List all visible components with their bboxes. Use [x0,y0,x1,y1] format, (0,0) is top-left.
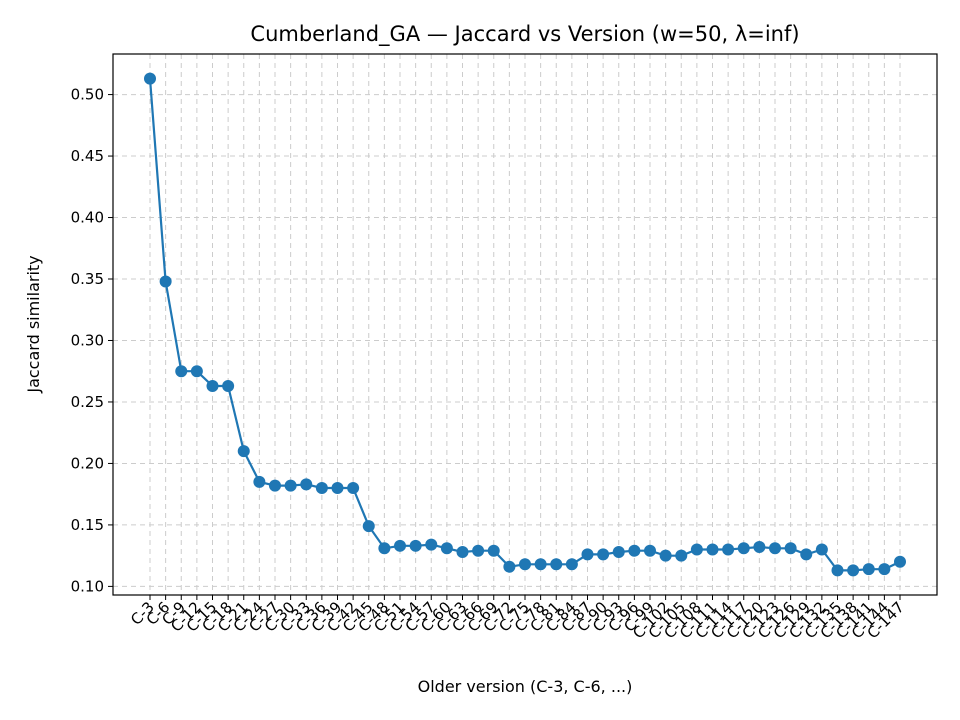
data-point [519,558,531,571]
data-point [534,558,547,571]
y-tick-label: 0.30 [71,331,104,349]
y-tick-label: 0.15 [71,516,104,534]
y-axis-label: Jaccard similarity [24,255,43,393]
data-point [706,543,719,556]
data-point [237,445,250,458]
data-point [425,538,438,551]
series [144,72,906,577]
data-point [628,544,641,557]
y-tick-label: 0.40 [71,209,104,227]
y-tick-label: 0.20 [71,454,104,472]
data-point [378,542,391,555]
data-point [831,564,844,577]
data-point [581,548,594,561]
y-tick-label: 0.35 [71,270,104,288]
data-point [440,542,453,555]
data-point [409,539,422,552]
data-point [737,542,750,555]
data-point [362,520,375,533]
data-point [300,478,313,491]
data-point [159,275,172,288]
data-point [284,479,297,492]
x-axis-label: Older version (C-3, C-6, ...) [418,677,633,696]
data-point [753,541,766,554]
data-point [269,479,281,492]
data-point [565,558,578,571]
data-point [784,542,797,555]
data-point [862,563,875,576]
data-point [722,543,735,556]
data-point [659,549,672,562]
data-point [144,72,156,85]
y-tick-label: 0.50 [71,86,104,104]
data-point [175,365,188,378]
grid [113,54,937,595]
data-point [487,544,500,557]
data-point [690,543,703,556]
data-point [644,544,656,557]
data-point [675,549,688,562]
data-point [456,545,469,558]
data-point [597,548,610,561]
data-point [894,555,906,568]
data-point [222,379,235,392]
y-tick-label: 0.45 [71,147,104,165]
data-point [253,475,266,488]
data-point [612,545,625,558]
data-point [878,563,891,576]
data-point [472,544,485,557]
data-point [315,482,328,495]
data-point [769,542,781,555]
data-point [190,365,203,378]
data-point [503,560,516,573]
data-point [394,539,406,552]
data-point [847,564,860,577]
data-point [800,548,813,561]
data-point [347,482,360,495]
data-point [815,543,828,556]
y-tick-label: 0.10 [71,577,104,595]
y-tick-label: 0.25 [71,393,104,411]
chart-title: Cumberland_GA — Jaccard vs Version (w=50… [250,22,799,47]
data-point [550,558,563,571]
y-axis: 0.10 0.15 0.20 0.25 0.30 0.35 0.40 0.45 0.50 [71,86,113,595]
data-point [331,482,344,495]
data-point [206,379,219,392]
